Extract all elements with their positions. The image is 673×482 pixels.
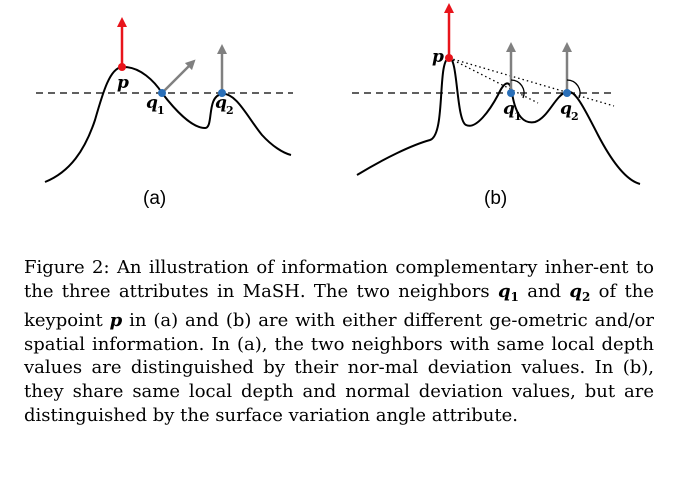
angle-arc-q1-b [510,79,525,99]
keypoint-p-a [118,63,126,71]
panel-a: p q 1 q 2 (a) [36,17,293,209]
neighbor-q1-a [158,89,166,97]
caption-q2-subscript: 2 [582,289,591,304]
caption-text-part1: Figure 2: An illustration of information… [24,257,654,302]
label-q2-sub-a: 2 [226,104,234,117]
label-q1-sub-a: 1 [157,104,165,117]
neighbor-q2-a [218,89,226,97]
dotted-line-p-q2-b [448,57,615,107]
label-q2-sub-b: 2 [571,110,579,123]
label-q1-a: q [146,93,158,113]
panel-b: p q 1 q 2 (b) [352,3,641,209]
caption-and: and [518,280,562,302]
caption-text-part2: of the keypoint [24,280,654,332]
neighbor-q1-b [507,89,515,97]
keypoint-p-b [445,54,453,62]
dotted-line-p-q1-b [448,57,539,104]
caption-text-part3: in (a) and (b) are with either different… [24,310,654,426]
caption-q2-symbol: q [569,280,582,302]
surface-curve-b [356,56,641,185]
surface-curve-a [44,65,292,183]
caption-q1: q1 [497,280,519,304]
label-q1-sub-b: 1 [514,110,522,123]
panel-label-b: (b) [484,188,507,209]
caption-q1-subscript: 1 [510,289,519,304]
label-p-a: p [117,73,129,93]
label-p-b: p [432,47,444,67]
figure-caption: Figure 2: An illustration of information… [24,256,654,427]
angle-arc-q2-b [566,79,581,99]
figure-2-illustration: p q 1 q 2 (a) p q 1 q 2 (b) [36,3,641,209]
normal-arrow-q1-a [161,59,196,94]
caption-p: p [109,310,123,332]
label-q2-a: q [215,93,227,113]
panel-label-a: (a) [143,188,166,209]
label-q2-b: q [560,99,572,119]
caption-q2: q2 [569,280,591,304]
label-q1-b: q [503,99,515,119]
neighbor-q2-b [563,89,571,97]
caption-q1-symbol: q [497,280,511,302]
